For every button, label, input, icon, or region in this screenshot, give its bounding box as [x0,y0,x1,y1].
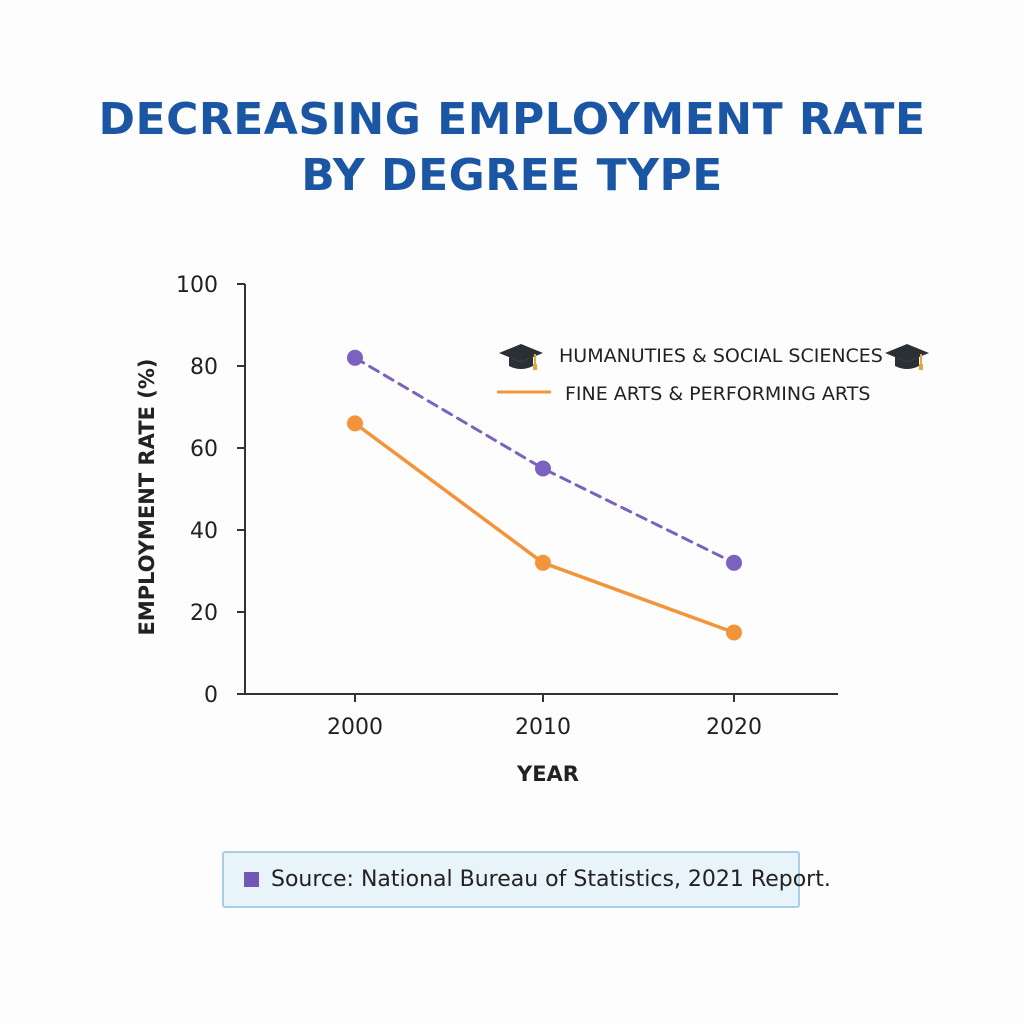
y-ticks: 0 20 40 60 80 100 [176,273,245,708]
x-axis-title: YEAR [516,762,579,786]
series-1-point [535,554,551,571]
x-tick-label: 2000 [327,715,383,740]
graduation-cap-icon [499,344,543,370]
legend-label-fine-arts: FINE ARTS & PERFORMING ARTS [565,383,870,405]
y-tick-label: 60 [190,437,218,462]
chart-title-line-2: BY DEGREE TYPE [301,150,723,201]
legend: HUMANUTIES & SOCIAL SCIENCES FINE ARTS &… [497,344,929,405]
axes [244,284,838,695]
y-tick-label: 80 [190,355,218,380]
series-line-0 [353,356,736,565]
series-0-point [535,460,551,477]
legend-entry-humanities: HUMANUTIES & SOCIAL SCIENCES [499,344,929,370]
series-1-point [347,415,363,432]
y-tick-label: 0 [204,683,218,708]
x-tick-label: 2010 [515,715,571,740]
series-1-point [726,624,742,641]
legend-entry-fine-arts: FINE ARTS & PERFORMING ARTS [497,383,870,405]
chart-title-line-1: DECREASING EMPLOYMENT RATE [98,94,926,145]
x-ticks: 2000 2010 2020 [327,694,762,740]
chart-title: DECREASING EMPLOYMENT RATE BY DEGREE TYP… [0,92,1024,204]
source-text: Source: National Bureau of Statistics, 2… [271,867,831,892]
series [347,349,742,641]
series-line-1 [353,421,736,635]
source-note: Source: National Bureau of Statistics, 2… [222,851,831,908]
x-tick-label: 2020 [706,715,762,740]
series-0-point [726,554,742,571]
y-tick-label: 100 [176,273,218,298]
y-axis-title: EMPLOYMENT RATE (%) [135,358,159,635]
series-0-point [347,349,363,366]
graduation-cap-icon [885,344,929,370]
source-bullet-icon [244,872,259,887]
y-tick-label: 20 [190,601,218,626]
legend-label-humanities: HUMANUTIES & SOCIAL SCIENCES [559,345,883,367]
y-tick-label: 40 [190,519,218,544]
